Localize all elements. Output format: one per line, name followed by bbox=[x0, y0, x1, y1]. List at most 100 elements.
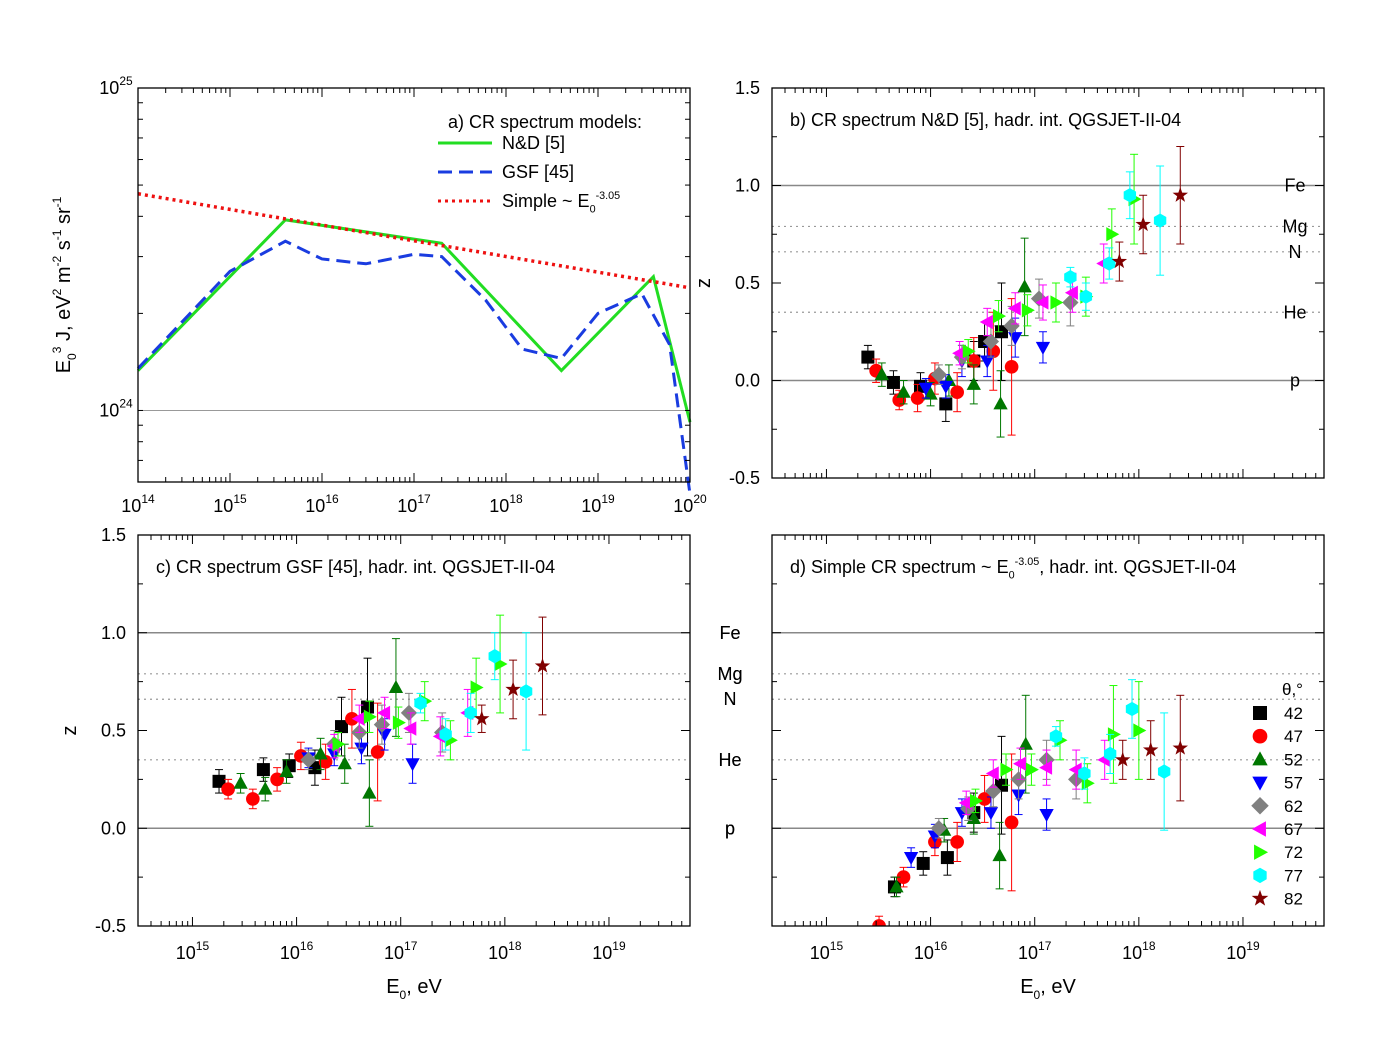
legend-label-72: 72 bbox=[1284, 843, 1303, 862]
legend-marker-57 bbox=[1252, 776, 1268, 791]
series-line-0 bbox=[136, 218, 692, 423]
point-57 bbox=[918, 382, 933, 396]
point-82 bbox=[1172, 739, 1189, 755]
point-42 bbox=[212, 774, 226, 788]
legend-marker-67 bbox=[1251, 821, 1266, 837]
x-tick-label: 1016 bbox=[280, 939, 314, 963]
point-57 bbox=[980, 355, 995, 369]
panel-a: 1014 1015 1016 1017 1018 1019 1020 1024 1025 E03 … bbox=[50, 74, 707, 516]
panel-b: -0.5 0.0 0.5 1.0 1.5 z b) CR spectrum N&D [5],… bbox=[693, 78, 1325, 488]
point-52 bbox=[337, 756, 352, 770]
element-label-N: N bbox=[1289, 242, 1302, 262]
legend-marker-62 bbox=[1251, 797, 1269, 815]
point-52 bbox=[874, 367, 889, 381]
point-82 bbox=[534, 657, 551, 673]
point-62 bbox=[1062, 294, 1079, 311]
y-tick-label: -0.5 bbox=[729, 468, 760, 488]
point-82 bbox=[505, 681, 521, 697]
x-tick-label: 1019 bbox=[1226, 939, 1260, 963]
y-tick-label: 0.5 bbox=[735, 273, 760, 293]
y-tick-label: 0.5 bbox=[101, 721, 126, 741]
point-72 bbox=[969, 793, 983, 809]
point-62 bbox=[982, 333, 1000, 350]
point-77 bbox=[439, 727, 452, 742]
point-82 bbox=[1135, 216, 1151, 232]
panel-title: c) CR spectrum GSF [45], hadr. int. QGSJ… bbox=[156, 557, 555, 577]
y-tick-label: 1.5 bbox=[735, 78, 760, 98]
element-label-Mg: Mg bbox=[717, 664, 742, 684]
point-72 bbox=[1021, 303, 1035, 318]
element-label-Fe: Fe bbox=[1284, 176, 1305, 196]
point-47 bbox=[977, 792, 992, 806]
point-52 bbox=[992, 848, 1007, 862]
legend-marker-77 bbox=[1253, 867, 1267, 884]
point-67 bbox=[985, 766, 999, 781]
point-52 bbox=[889, 879, 904, 893]
point-72 bbox=[993, 309, 1007, 324]
x-tick-label: 1015 bbox=[810, 939, 844, 963]
point-72 bbox=[470, 680, 484, 695]
point-77 bbox=[1153, 213, 1167, 228]
point-42 bbox=[886, 375, 900, 389]
point-57 bbox=[903, 852, 919, 866]
data-points bbox=[212, 614, 551, 827]
x-axis-label: E0, eV bbox=[386, 976, 442, 1002]
point-62 bbox=[930, 820, 947, 837]
point-72 bbox=[1107, 727, 1121, 742]
legend-label-0: N&D [5] bbox=[502, 133, 565, 153]
point-77 bbox=[1125, 701, 1139, 717]
element-label-He: He bbox=[1283, 302, 1306, 322]
point-72 bbox=[332, 737, 346, 752]
point-67 bbox=[1064, 285, 1078, 300]
y-tick-label: 1.5 bbox=[101, 525, 126, 545]
point-72 bbox=[1050, 295, 1064, 310]
legend-a: a) CR spectrum models:N&D [5] GSF [45] Sim… bbox=[438, 112, 642, 215]
point-67 bbox=[1035, 295, 1049, 310]
legend-marker-82 bbox=[1251, 889, 1269, 906]
x-tick-label: 1018 bbox=[489, 492, 523, 516]
data-points bbox=[861, 146, 1189, 438]
point-62 bbox=[985, 782, 1002, 800]
x-tick-label: 1018 bbox=[1122, 939, 1156, 963]
point-77 bbox=[1079, 289, 1093, 304]
point-67 bbox=[403, 721, 417, 736]
point-77 bbox=[1049, 729, 1063, 744]
point-77 bbox=[1103, 256, 1116, 271]
plot-frame bbox=[771, 534, 1325, 927]
point-67 bbox=[1007, 301, 1021, 316]
point-67 bbox=[1039, 760, 1053, 775]
element-label-p: p bbox=[725, 818, 735, 838]
point-72 bbox=[962, 344, 976, 359]
x-tick-label: 1015 bbox=[176, 939, 210, 963]
x-tick-label: 1020 bbox=[673, 492, 707, 516]
y-axis-label: z bbox=[693, 278, 715, 288]
point-52 bbox=[258, 781, 273, 795]
y-tick-label: 1025 bbox=[99, 74, 133, 98]
point-52 bbox=[1018, 736, 1033, 750]
point-42 bbox=[861, 350, 875, 364]
point-72 bbox=[1025, 762, 1039, 777]
legend-marker-47 bbox=[1252, 728, 1268, 744]
point-77 bbox=[414, 695, 427, 711]
point-47 bbox=[950, 835, 964, 849]
point-67 bbox=[351, 711, 365, 726]
y-axis-label-text: E03 J, eV2 m-2 s-1 sr-1 bbox=[50, 196, 79, 373]
x-tick-label: 1016 bbox=[305, 492, 339, 516]
element-label-p: p bbox=[725, 818, 735, 838]
point-42 bbox=[361, 700, 375, 714]
legend-marker-52 bbox=[1252, 751, 1268, 766]
x-axis-label: E0, eV bbox=[1020, 976, 1076, 1002]
point-82 bbox=[1142, 741, 1159, 757]
element-label-N: N bbox=[724, 689, 737, 709]
point-82 bbox=[1111, 253, 1128, 269]
point-57 bbox=[377, 728, 392, 742]
point-47 bbox=[910, 391, 925, 405]
point-77 bbox=[1103, 746, 1117, 762]
point-72 bbox=[392, 715, 406, 730]
legend-label-1: GSF [45] bbox=[502, 162, 574, 182]
point-67 bbox=[952, 346, 966, 361]
point-77 bbox=[1064, 270, 1077, 285]
point-42 bbox=[940, 851, 954, 865]
x-tick-label: 1017 bbox=[384, 939, 418, 963]
